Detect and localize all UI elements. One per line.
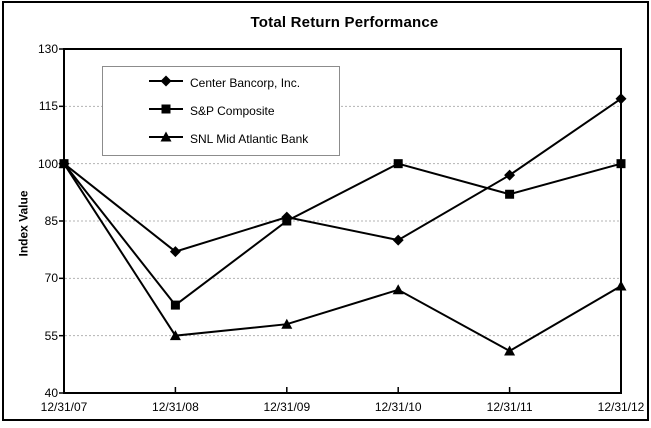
- chart-frame: Total Return Performance Index Value 40 5…: [2, 1, 649, 421]
- legend: Center Bancorp, Inc. S&P Composite SNL Mid…: [102, 66, 340, 156]
- y-tick-label: 70: [44, 271, 58, 286]
- x-tick-label: 12/31/11: [486, 400, 533, 414]
- legend-label: SNL Mid Atlantic Bank: [190, 132, 309, 146]
- triangle-marker-icon: [149, 130, 183, 148]
- x-tick-label: 12/31/08: [152, 400, 199, 414]
- y-tick-label: 100: [37, 156, 58, 171]
- y-tick-label: 85: [44, 214, 58, 228]
- legend-item: S&P Composite: [149, 102, 339, 120]
- legend-label: Center Bancorp, Inc.: [190, 76, 301, 90]
- diamond-marker-icon: [149, 74, 183, 92]
- y-tick-label: 55: [44, 328, 58, 343]
- x-tick-label: 12/31/12: [597, 400, 645, 414]
- legend-item: SNL Mid Atlantic Bank: [149, 130, 339, 148]
- legend-item: Center Bancorp, Inc.: [149, 74, 339, 92]
- chart-title: Total Return Performance: [250, 14, 439, 31]
- x-tick-label: 12/31/09: [263, 400, 311, 414]
- legend-label: S&P Composite: [190, 104, 275, 118]
- y-tick-label: 130: [37, 42, 58, 56]
- y-tick-label: 115: [38, 99, 58, 114]
- square-marker-icon: [149, 102, 183, 120]
- y-tick-label: 40: [44, 386, 58, 400]
- x-tick-label: 12/31/10: [374, 400, 422, 414]
- x-tick-label: 12/31/07: [40, 400, 88, 414]
